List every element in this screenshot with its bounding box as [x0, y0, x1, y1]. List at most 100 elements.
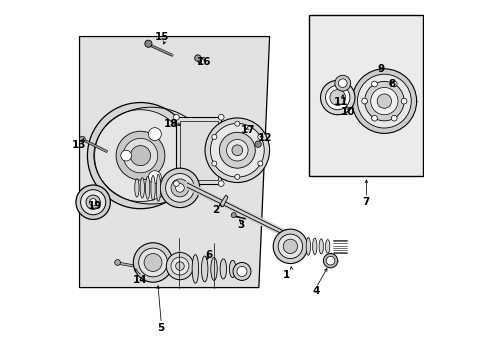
Circle shape [148, 128, 161, 140]
Circle shape [115, 260, 120, 265]
Text: 14: 14 [133, 275, 147, 285]
Circle shape [329, 90, 345, 105]
Circle shape [323, 253, 337, 268]
Circle shape [87, 103, 193, 209]
Circle shape [351, 69, 416, 134]
Circle shape [204, 118, 269, 183]
Circle shape [376, 94, 391, 108]
Text: 8: 8 [388, 79, 395, 89]
Circle shape [257, 134, 262, 139]
Circle shape [211, 161, 216, 166]
Circle shape [361, 98, 367, 104]
Text: 16: 16 [197, 57, 211, 67]
Circle shape [144, 253, 162, 271]
Circle shape [86, 195, 100, 210]
Ellipse shape [201, 256, 207, 282]
Circle shape [325, 256, 334, 265]
Bar [176, 117, 221, 184]
Circle shape [390, 81, 396, 87]
Circle shape [148, 171, 161, 184]
Circle shape [364, 81, 403, 121]
Text: 18: 18 [163, 120, 178, 129]
Text: 6: 6 [204, 250, 212, 260]
Circle shape [357, 74, 410, 128]
Ellipse shape [229, 260, 235, 278]
Circle shape [139, 248, 167, 277]
Circle shape [325, 85, 349, 110]
Ellipse shape [156, 175, 160, 201]
Circle shape [219, 132, 255, 168]
Ellipse shape [220, 259, 226, 279]
Circle shape [123, 138, 158, 173]
Circle shape [144, 40, 152, 47]
Text: 13: 13 [72, 140, 86, 150]
Circle shape [133, 243, 172, 282]
Circle shape [166, 252, 193, 280]
Ellipse shape [305, 237, 310, 255]
Circle shape [76, 185, 110, 220]
Circle shape [234, 121, 239, 126]
Ellipse shape [325, 239, 329, 253]
Text: 5: 5 [157, 323, 164, 333]
Polygon shape [80, 37, 269, 288]
Text: 1: 1 [283, 270, 290, 280]
Circle shape [371, 81, 377, 87]
Circle shape [89, 199, 97, 206]
Polygon shape [219, 195, 227, 207]
Circle shape [320, 80, 354, 115]
Bar [308, 15, 422, 176]
Ellipse shape [210, 257, 217, 280]
Ellipse shape [319, 239, 323, 254]
Circle shape [81, 190, 105, 215]
Circle shape [371, 115, 377, 121]
Ellipse shape [151, 176, 155, 200]
Circle shape [175, 184, 184, 192]
Circle shape [121, 150, 131, 161]
Circle shape [211, 134, 216, 139]
Text: 12: 12 [258, 133, 272, 143]
Circle shape [334, 75, 350, 91]
Text: 4: 4 [312, 286, 319, 296]
Text: 10: 10 [341, 107, 355, 117]
Circle shape [254, 141, 261, 147]
Circle shape [116, 131, 164, 180]
Circle shape [226, 139, 247, 161]
Circle shape [130, 145, 150, 166]
Text: 19: 19 [87, 201, 102, 211]
Circle shape [218, 181, 224, 186]
Circle shape [160, 168, 199, 208]
Text: 7: 7 [362, 197, 369, 207]
Ellipse shape [135, 179, 139, 197]
Circle shape [231, 213, 236, 218]
Text: 2: 2 [212, 206, 219, 216]
Circle shape [173, 114, 179, 120]
Circle shape [278, 234, 302, 258]
Text: 17: 17 [240, 125, 255, 135]
Circle shape [194, 55, 201, 61]
Text: 9: 9 [376, 64, 384, 74]
Text: 11: 11 [333, 97, 348, 107]
Circle shape [218, 114, 224, 120]
Circle shape [283, 239, 297, 253]
Ellipse shape [312, 238, 316, 255]
Circle shape [210, 123, 264, 177]
Circle shape [273, 229, 307, 264]
Circle shape [257, 161, 262, 166]
Circle shape [80, 136, 85, 142]
Circle shape [370, 87, 397, 115]
Circle shape [94, 110, 186, 202]
Ellipse shape [145, 177, 149, 199]
Ellipse shape [140, 178, 144, 198]
Circle shape [175, 262, 184, 270]
Bar [180, 121, 217, 180]
Text: 3: 3 [237, 220, 244, 230]
Circle shape [173, 181, 179, 186]
Circle shape [338, 79, 346, 87]
Circle shape [400, 98, 406, 104]
Circle shape [237, 266, 246, 276]
Text: 15: 15 [155, 32, 169, 41]
Circle shape [390, 115, 396, 121]
Circle shape [165, 174, 194, 202]
Circle shape [171, 257, 188, 275]
Circle shape [233, 262, 250, 280]
